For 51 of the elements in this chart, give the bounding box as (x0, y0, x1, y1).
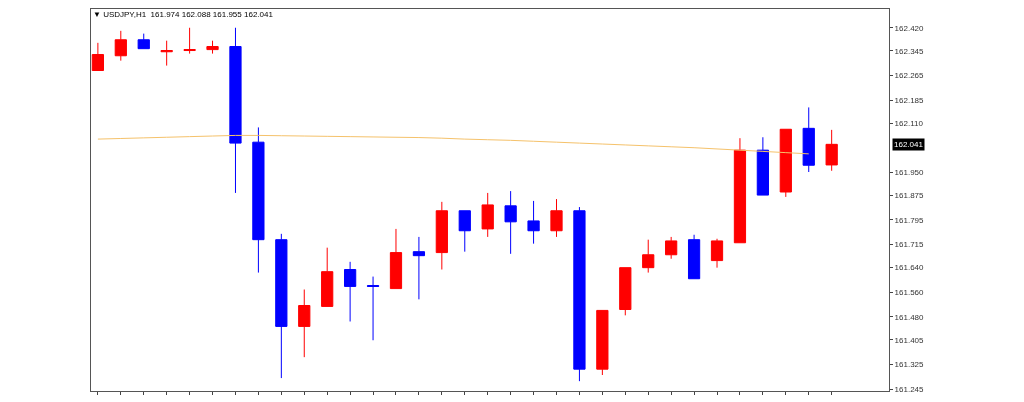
chart-title: ▼ USDJPY,H1 161.974 162.088 161.955 162.041 (93, 9, 274, 19)
candlestick (137, 33, 150, 50)
y-tick-label: 161.325 (894, 360, 925, 370)
candlestick (160, 40, 173, 67)
candlestick (321, 247, 334, 307)
y-tick-label: 162.345 (894, 46, 925, 56)
candlestick (550, 198, 563, 238)
candlestick (710, 238, 724, 269)
candlestick (481, 192, 494, 238)
candlestick (756, 136, 769, 196)
y-tick-label: 162.420 (894, 23, 925, 33)
y-tick-label: 161.715 (894, 240, 925, 250)
candlestick (183, 27, 196, 55)
y-tick-label: 161.875 (894, 191, 925, 201)
candlestick (114, 30, 127, 62)
y-tick-label: 162.185 (894, 95, 925, 105)
candlestick (229, 27, 242, 194)
candlestick (344, 261, 357, 322)
candlestick (389, 228, 403, 290)
candlestick (527, 200, 540, 245)
candlestick (275, 233, 288, 379)
candlestick (642, 239, 655, 274)
y-tick-label: 162.110 (894, 118, 924, 128)
y-tick-label: 161.405 (894, 335, 925, 345)
text: 162.041 (894, 140, 924, 149)
candlestick (573, 206, 586, 382)
y-tick-label: 161.950 (894, 168, 925, 178)
candlestick (458, 210, 471, 253)
y-tick-label: 161.640 (894, 263, 925, 273)
candlestick (825, 129, 838, 172)
candlestick (687, 234, 701, 280)
candlestick (366, 276, 380, 341)
candlestick (412, 236, 426, 300)
candlestick (504, 190, 517, 255)
candlestick (665, 236, 678, 260)
candlestick (619, 267, 632, 316)
candlestick (252, 126, 265, 274)
candlestick (91, 42, 104, 72)
candlestick (802, 106, 815, 173)
line-series (97, 134, 810, 155)
y-tick-label: 161.795 (894, 215, 925, 225)
candlestick (206, 40, 219, 55)
candlestick (435, 201, 448, 271)
y-tick-label: 162.265 (894, 71, 925, 81)
y-tick-label: 161.245 (894, 384, 925, 394)
candlestick (779, 128, 792, 198)
y-tick-label: 161.480 (894, 312, 925, 322)
candlestick (596, 309, 609, 376)
candlestick (298, 289, 311, 358)
y-tick-label: 161.560 (894, 288, 925, 298)
candlestick (733, 137, 747, 244)
